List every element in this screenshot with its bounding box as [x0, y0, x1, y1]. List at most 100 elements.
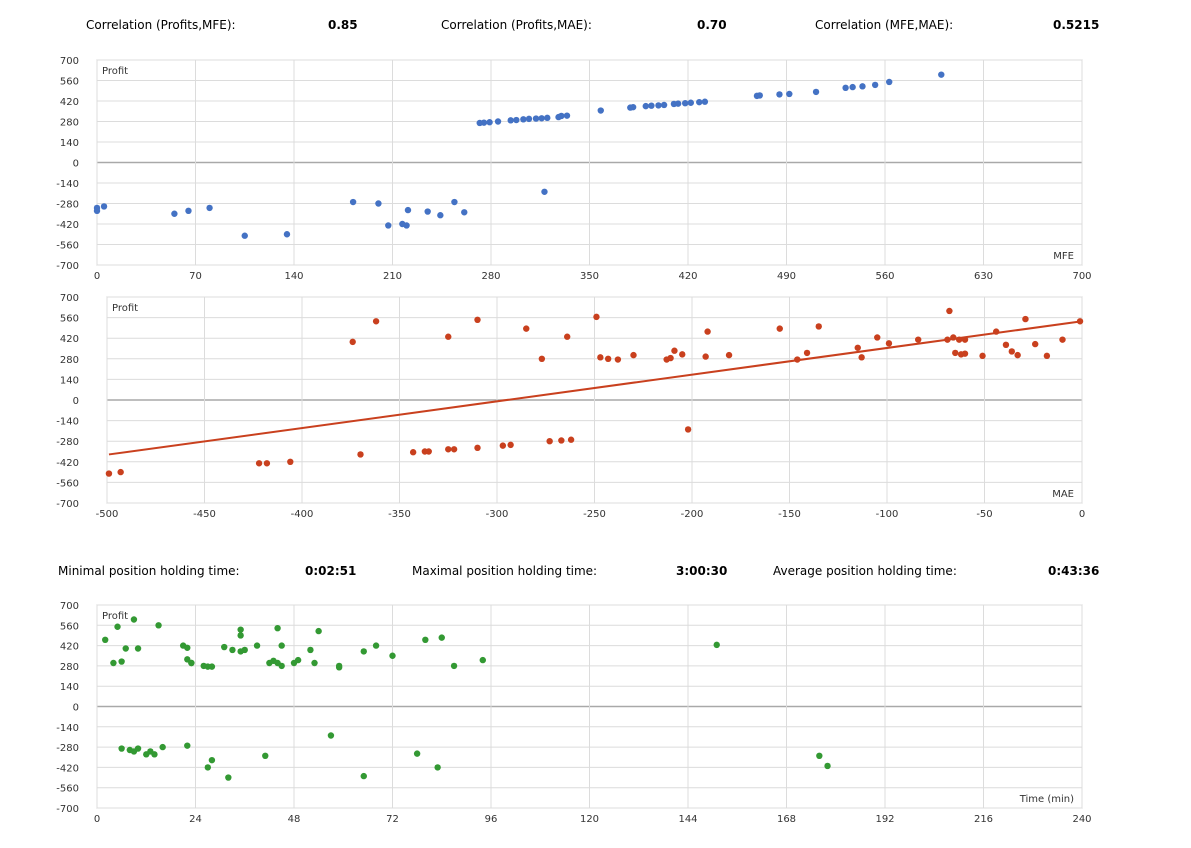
- data-point: [255, 460, 263, 467]
- data-point: [938, 71, 945, 78]
- y-tick-label: -140: [56, 417, 79, 428]
- data-point: [756, 92, 763, 99]
- max-holding-label: Maximal position holding time:: [412, 564, 598, 578]
- data-point: [118, 745, 125, 752]
- x-tick-label: -400: [291, 509, 314, 520]
- data-point: [604, 355, 612, 362]
- x-tick-label: 48: [288, 814, 301, 825]
- data-point: [507, 117, 514, 124]
- data-point: [229, 646, 236, 654]
- y-tick-label: -140: [56, 179, 79, 190]
- data-point: [564, 333, 571, 340]
- data-point: [118, 658, 125, 665]
- corr-profit-mfe-value: 0.85: [328, 18, 358, 32]
- data-point: [372, 642, 380, 649]
- data-point: [451, 198, 458, 206]
- data-point: [952, 349, 959, 357]
- data-point: [372, 318, 380, 325]
- data-point: [816, 752, 823, 759]
- data-point: [794, 356, 801, 363]
- data-point: [357, 451, 364, 458]
- min-holding-value: 0:02:51: [305, 564, 357, 578]
- x-tick-label: -200: [681, 509, 704, 520]
- data-point: [544, 114, 551, 122]
- x-tick-label: -250: [583, 509, 606, 520]
- x-axis-label: MAE: [1052, 489, 1074, 500]
- y-axis-label: Profit: [112, 303, 138, 314]
- data-point: [438, 634, 445, 641]
- y-tick-label: 700: [60, 293, 79, 304]
- data-point: [335, 664, 343, 671]
- data-point: [184, 742, 191, 749]
- data-point: [655, 102, 662, 109]
- y-tick-label: 0: [73, 703, 79, 714]
- data-point: [660, 101, 668, 109]
- y-tick-label: -140: [56, 723, 79, 734]
- data-point: [349, 338, 356, 346]
- y-tick-label: -420: [56, 458, 79, 469]
- y-tick-label: 700: [60, 601, 79, 612]
- data-point: [409, 449, 417, 456]
- data-point: [786, 90, 793, 98]
- x-tick-label: 0: [1079, 509, 1085, 520]
- data-point: [955, 336, 963, 343]
- data-point: [188, 659, 195, 667]
- data-point: [525, 115, 533, 123]
- y-tick-label: 140: [60, 138, 79, 149]
- data-point: [961, 350, 969, 357]
- data-point: [776, 91, 783, 98]
- data-point: [684, 426, 692, 433]
- data-point: [445, 333, 452, 340]
- max-holding-value: 3:00:30: [676, 564, 728, 578]
- data-point: [294, 656, 302, 664]
- y-tick-label: 0: [73, 159, 79, 170]
- data-point: [859, 83, 866, 90]
- data-point: [1076, 318, 1084, 325]
- data-point: [1043, 352, 1051, 360]
- data-point: [507, 441, 514, 449]
- data-point: [474, 316, 481, 324]
- data-point: [915, 336, 922, 343]
- data-point: [886, 78, 893, 86]
- data-point: [105, 470, 113, 477]
- data-point: [208, 663, 216, 670]
- data-point: [445, 446, 452, 453]
- y-tick-label: 0: [73, 396, 79, 407]
- data-point: [486, 119, 493, 126]
- data-point: [114, 623, 121, 630]
- data-point: [681, 99, 689, 107]
- data-point: [422, 636, 429, 643]
- y-tick-label: -560: [56, 478, 79, 489]
- data-point: [885, 340, 893, 347]
- data-point: [375, 200, 382, 207]
- x-tick-label: 192: [875, 814, 894, 825]
- data-point: [474, 444, 481, 452]
- data-point: [593, 313, 600, 321]
- data-point: [315, 627, 322, 635]
- data-point: [671, 347, 678, 354]
- data-point: [171, 210, 178, 217]
- data-point: [858, 354, 865, 361]
- data-point: [184, 656, 191, 663]
- data-point: [311, 659, 318, 667]
- data-point: [206, 204, 213, 212]
- data-point: [134, 645, 142, 652]
- data-point: [274, 625, 281, 632]
- data-point: [614, 356, 622, 363]
- x-tick-label: 0: [94, 271, 100, 282]
- data-point: [237, 632, 244, 639]
- data-point: [360, 648, 367, 655]
- data-point: [532, 115, 540, 122]
- data-point: [702, 353, 709, 360]
- profit-vs-mfe-chart: 700 560 420 280 140 0 -140 -280 -420 -560 -700 0 70 1…: [56, 56, 1091, 282]
- data-point: [263, 460, 271, 467]
- x-tick-label: 490: [777, 271, 796, 282]
- data-point: [696, 98, 703, 106]
- data-point: [812, 88, 820, 96]
- data-point: [842, 84, 849, 92]
- data-point: [597, 354, 604, 361]
- data-point: [424, 208, 431, 215]
- data-point: [944, 336, 951, 343]
- data-point: [450, 446, 458, 453]
- data-point: [849, 83, 856, 91]
